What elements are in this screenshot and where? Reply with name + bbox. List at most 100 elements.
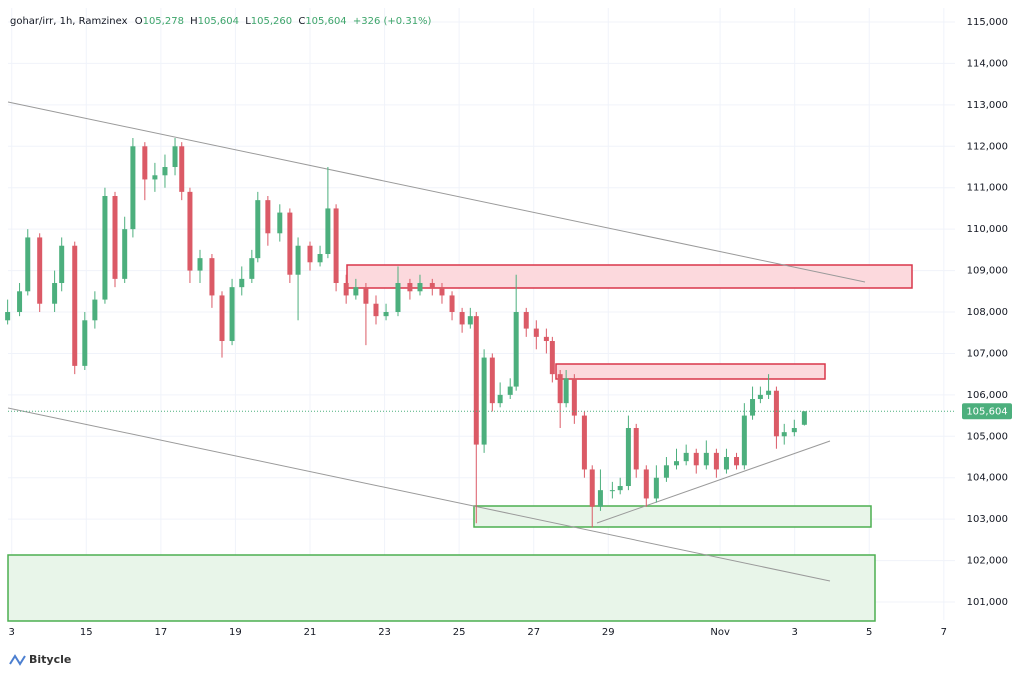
candle-body <box>581 415 587 470</box>
o-value: 105,278 <box>143 16 184 27</box>
x-tick-label: 5 <box>866 627 872 638</box>
x-tick-label: 19 <box>229 627 242 638</box>
candle-body <box>791 428 797 433</box>
candle-body <box>5 312 11 321</box>
y-tick-label: 115,000 <box>967 17 1008 28</box>
candle-body <box>693 452 699 466</box>
h-value: 105,604 <box>198 16 239 27</box>
candle-body <box>102 196 108 300</box>
candle-body <box>82 320 88 366</box>
candle-body <box>523 312 529 329</box>
candle-body <box>750 399 756 416</box>
change: +326 (+0.31%) <box>353 16 432 27</box>
candles <box>5 138 807 528</box>
candle-body <box>383 312 389 317</box>
axes: 101,000 102,000 103,000 104,000 105,000 106,0… <box>8 17 1012 638</box>
candle-body <box>617 486 623 491</box>
candle-body <box>633 428 639 470</box>
y-tick-label: 105,000 <box>967 431 1008 442</box>
y-tick-label: 109,000 <box>967 266 1008 277</box>
candle-body <box>317 254 323 263</box>
last-price-label: 105,604 <box>966 406 1007 417</box>
candle-body <box>249 258 255 279</box>
y-tick-label: 104,000 <box>967 473 1008 484</box>
candle-body <box>343 283 349 296</box>
x-tick-label: 21 <box>304 627 317 638</box>
x-tick-label: 25 <box>453 627 466 638</box>
candle-body <box>609 490 615 492</box>
candle-body <box>239 278 245 288</box>
y-tick-label: 102,000 <box>967 556 1008 567</box>
candle-body <box>773 390 779 437</box>
logo <box>9 654 26 666</box>
x-tick-label: 7 <box>941 627 947 638</box>
candle-body <box>467 316 473 325</box>
candle-body <box>37 237 43 304</box>
candle-body <box>363 287 369 304</box>
candle-body <box>497 394 503 404</box>
candle-body <box>307 245 313 263</box>
candle-body <box>277 212 283 234</box>
candle-body <box>549 341 555 375</box>
symbol: gohar/irr, 1h, Ramzinex <box>10 16 128 27</box>
candle-body <box>703 452 709 466</box>
candle-body <box>625 428 631 487</box>
candle-body <box>429 283 435 288</box>
candle-body <box>473 316 479 445</box>
candle-body <box>801 411 807 425</box>
candle-body <box>673 461 679 466</box>
last-price-tag <box>962 403 1012 420</box>
candle-body <box>507 386 513 395</box>
candle-body <box>59 245 65 284</box>
candle-body <box>459 312 465 325</box>
trend-line <box>7 101 866 283</box>
x-tick-label: 3 <box>9 627 15 638</box>
candle-body <box>597 490 603 507</box>
candle-body <box>653 477 659 499</box>
y-tick-label: 108,000 <box>967 307 1008 318</box>
candle-body <box>187 191 193 271</box>
trend-line <box>596 440 831 524</box>
y-tick-label: 106,000 <box>967 390 1008 401</box>
drawings <box>7 101 913 622</box>
candle-body <box>130 146 136 230</box>
y-tick-label: 114,000 <box>967 58 1008 69</box>
candle-body <box>571 378 577 416</box>
h-label: H <box>190 16 198 27</box>
y-tick-label: 111,000 <box>967 183 1008 194</box>
candle-body <box>766 390 772 395</box>
y-tick-label: 112,000 <box>967 141 1008 152</box>
x-tick-label: 27 <box>527 627 540 638</box>
demand-zone <box>7 554 876 622</box>
candle-body <box>589 469 595 507</box>
x-tick-label: Nov <box>710 627 730 638</box>
candle-body <box>373 303 379 317</box>
c-label: C <box>298 16 305 27</box>
candle-body <box>112 196 118 279</box>
candle-body <box>439 287 445 296</box>
candle-body <box>142 146 148 180</box>
candle-body <box>741 415 747 466</box>
candle-body <box>417 283 423 292</box>
candle-body <box>481 357 487 445</box>
trend-line <box>7 407 831 582</box>
candle-body <box>563 378 569 404</box>
candle-body <box>643 469 649 499</box>
candle-body <box>353 287 359 296</box>
candle-body <box>152 175 158 180</box>
candle-body <box>333 208 339 284</box>
demand-zone <box>473 505 872 528</box>
grid <box>8 8 955 620</box>
y-tick-label: 103,000 <box>967 514 1008 525</box>
candle-body <box>723 457 729 470</box>
candle-body <box>255 200 261 259</box>
candle-body <box>25 237 31 292</box>
x-tick-label: 17 <box>154 627 167 638</box>
candle-body <box>757 394 763 400</box>
candle-body <box>197 258 203 271</box>
candle-body <box>172 146 178 168</box>
candle-body <box>179 146 185 192</box>
candle-body <box>407 283 413 292</box>
candle-body <box>325 208 331 255</box>
